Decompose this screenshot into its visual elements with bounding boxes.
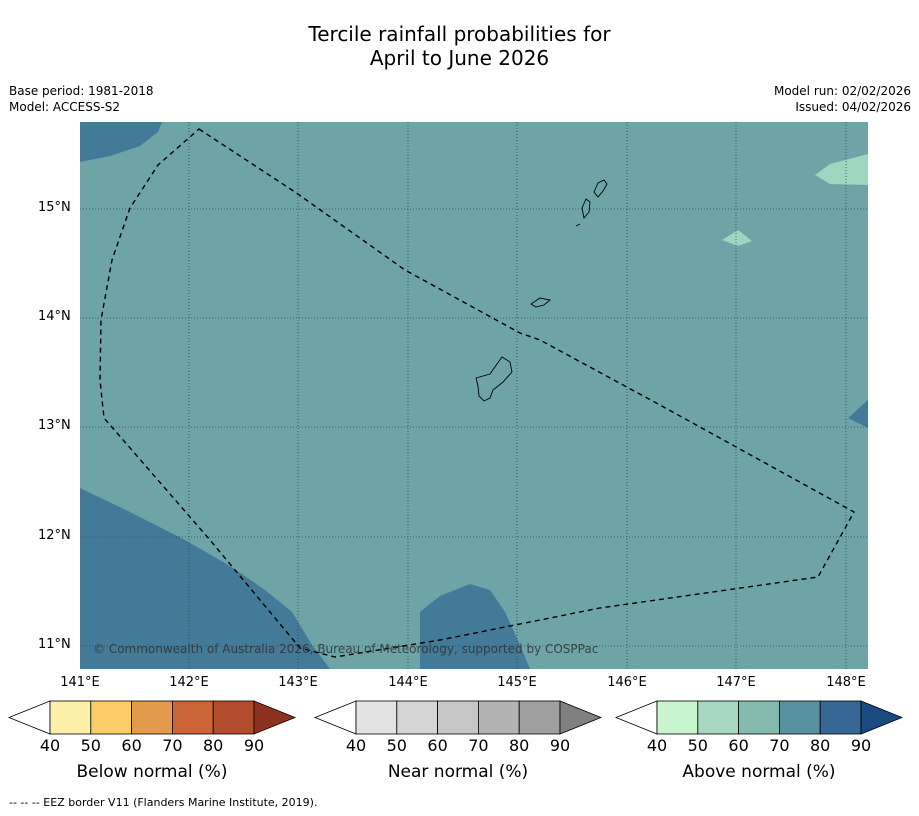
lat-label-12n: 12°N: [38, 528, 71, 543]
map-title: Tercile rainfall probabilities for April…: [0, 22, 919, 70]
lon-label-147e: 147°E: [716, 675, 756, 690]
colorbar-tick-label: 60: [121, 736, 142, 755]
dark-region-southwest: [80, 488, 330, 669]
colorbar-tick-label: 40: [345, 736, 367, 755]
colorbar-tick-label: 80: [509, 736, 530, 755]
lon-label-142e: 142°E: [169, 675, 209, 690]
light-region-small: [722, 230, 752, 246]
base-period: Base period: 1981-2018: [9, 84, 154, 98]
colorbar-tick-label: 40: [39, 736, 61, 755]
lat-label-11n: 11°N: [38, 637, 71, 652]
colorbar-box: [518, 700, 561, 735]
gridlines: [80, 122, 868, 669]
colorbar-tick-label: 50: [687, 736, 708, 755]
colorbar-box: [437, 700, 479, 735]
island-guam: [475, 356, 513, 402]
colorbar-tick-label: 90: [850, 736, 872, 755]
lon-label-141e: 141°E: [60, 675, 100, 690]
colorbar-box: [355, 700, 398, 735]
islands: [475, 179, 608, 402]
light-region-northeast: [815, 154, 868, 185]
colorbar-tick-label: 70: [769, 736, 790, 755]
colorbar-title: Above normal (%): [682, 762, 836, 782]
colorbar-tick-label: 50: [386, 736, 407, 755]
colorbar-over-triangle: [253, 700, 297, 735]
colorbar-box: [90, 700, 133, 735]
colorbar-tick-label: 80: [203, 736, 224, 755]
colorbar-2: [614, 700, 904, 735]
eez-footnote: -- -- -- EEZ border V11 (Flanders Marine…: [9, 796, 318, 809]
colorbar-title: Below normal (%): [76, 762, 228, 782]
copyright-notice: © Commonwealth of Australia 2026, Bureau…: [93, 642, 599, 656]
lon-label-143e: 143°E: [278, 675, 318, 690]
lat-label-14n: 14°N: [38, 309, 71, 324]
colorbar-under-triangle: [313, 700, 357, 735]
lat-label-15n: 15°N: [38, 200, 71, 215]
eez-border: [99, 128, 855, 658]
colorbar-tick-label: 60: [427, 736, 448, 755]
island-rota: [530, 297, 552, 308]
colorbar-box: [779, 700, 821, 735]
colorbar-title: Near normal (%): [387, 762, 529, 782]
colorbar-under-triangle: [614, 700, 658, 735]
colorbar-tick-label: 70: [162, 736, 183, 755]
lon-label-146e: 146°E: [607, 675, 647, 690]
colorbar-box: [171, 700, 214, 735]
lon-label-144e: 144°E: [388, 675, 428, 690]
title-line-2: April to June 2026: [369, 46, 550, 70]
colorbar-box: [697, 700, 739, 735]
dark-region-northwest: [80, 122, 162, 162]
colorbar-box: [477, 700, 520, 735]
meta-left: Base period: 1981-2018 Model: ACCESS-S2: [9, 83, 154, 115]
colorbar-tick-label: 90: [243, 736, 265, 755]
title-line-1: Tercile rainfall probabilities for: [308, 22, 611, 46]
colorbar-box: [819, 700, 862, 735]
colorbar-over-triangle: [860, 700, 904, 735]
colorbar-tick-label: 50: [80, 736, 101, 755]
colorbar-tick-label: 90: [549, 736, 571, 755]
colorbar-box: [656, 700, 699, 735]
colorbar-under-triangle: [7, 700, 51, 735]
island-tinian: [581, 198, 591, 220]
model-name: Model: ACCESS-S2: [9, 100, 121, 114]
colorbar-box: [396, 700, 438, 735]
colorbar-box: [49, 700, 92, 735]
island-saipan: [593, 179, 608, 198]
colorbar-box: [738, 700, 780, 735]
lon-label-145e: 145°E: [497, 675, 537, 690]
colorbar-0: [7, 700, 297, 735]
colorbar-over-triangle: [559, 700, 603, 735]
colorbar-tick-label: 40: [646, 736, 668, 755]
colorbar-tick-label: 70: [468, 736, 489, 755]
map-area: [80, 122, 868, 669]
issued-date: Issued: 04/02/2026: [795, 100, 911, 114]
lat-label-13n: 13°N: [38, 418, 71, 433]
colorbar-tick-label: 60: [728, 736, 749, 755]
colorbar-box: [131, 700, 173, 735]
colorbar-1: [313, 700, 603, 735]
model-run-date: Model run: 02/02/2026: [773, 84, 911, 98]
colorbars: [7, 700, 904, 735]
island-aguijan: [575, 223, 581, 227]
meta-right: Model run: 02/02/2026 Issued: 04/02/2026: [774, 83, 911, 115]
dark-region-east: [848, 400, 868, 428]
colorbar-tick-label: 80: [810, 736, 831, 755]
colorbar-box: [212, 700, 255, 735]
lon-label-148e: 148°E: [826, 675, 866, 690]
dark-region-south: [420, 584, 530, 669]
